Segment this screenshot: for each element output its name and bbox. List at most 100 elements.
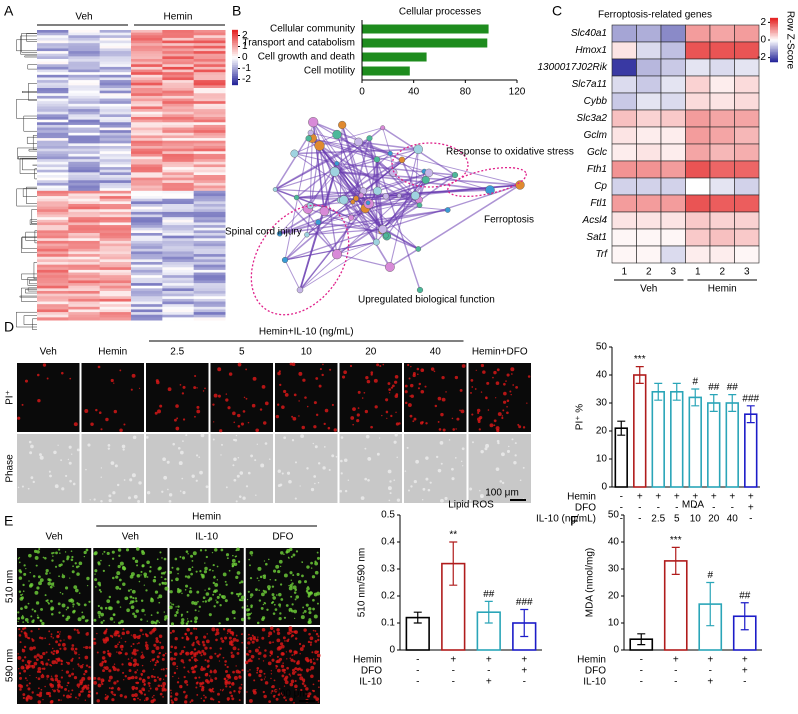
micrograph-speck <box>515 442 517 444</box>
micrograph-speck <box>507 450 510 453</box>
heatmap-cell <box>686 25 711 42</box>
micrograph-speck <box>284 617 286 619</box>
micrograph-speck <box>278 593 282 597</box>
micrograph-speck <box>248 660 250 662</box>
micrograph-speck <box>70 599 74 603</box>
micrograph-speck <box>217 693 220 696</box>
heatmap-cell <box>612 59 637 76</box>
micrograph-speck <box>185 575 187 577</box>
micrograph-speck <box>157 661 159 663</box>
micrograph-speck <box>154 622 157 625</box>
micrograph-speck <box>221 640 224 643</box>
heatmap-cell <box>612 229 637 246</box>
micrograph-speck <box>170 632 172 634</box>
micrograph-speck <box>191 643 194 646</box>
micrograph-speck <box>238 676 241 679</box>
micrograph-speck <box>150 566 152 568</box>
bar <box>671 392 683 487</box>
micrograph-speck <box>260 576 263 579</box>
micrograph-speck <box>210 678 211 679</box>
micrograph-speck <box>182 556 185 559</box>
micrograph-speck <box>71 644 74 647</box>
colorbar <box>232 30 238 32</box>
micrograph-speck <box>282 652 285 655</box>
heatmap-cell <box>686 76 711 93</box>
micrograph-speck <box>224 660 227 663</box>
micrograph-speck <box>111 687 114 690</box>
micrograph-speck <box>59 633 61 635</box>
micrograph-speck <box>25 380 28 383</box>
micrograph-speck <box>68 635 71 638</box>
micrograph-speck <box>50 700 53 703</box>
micrograph-speck <box>313 443 314 444</box>
micrograph-speck <box>250 604 253 607</box>
micrograph-speck <box>55 640 58 643</box>
micrograph-speck <box>227 666 229 668</box>
micrograph-speck <box>286 651 287 652</box>
micrograph-speck <box>249 699 253 703</box>
micrograph-speck <box>201 688 204 691</box>
heatmap-cell <box>661 161 686 178</box>
y-tick-label: 0.4 <box>381 537 395 548</box>
x-tick-label: 40 <box>408 87 420 98</box>
micrograph-speck <box>298 372 302 376</box>
heatmap-cell <box>735 42 760 59</box>
micrograph-speck <box>126 548 129 551</box>
micrograph-speck <box>206 633 208 635</box>
micrograph-speck <box>78 694 80 696</box>
micrograph-speck <box>477 412 479 414</box>
micrograph-speck <box>53 451 56 454</box>
micrograph-speck <box>38 700 42 704</box>
micrograph-speck <box>413 372 416 375</box>
micrograph-speck <box>431 367 434 370</box>
micrograph-speck <box>162 668 164 670</box>
micrograph-speck <box>37 615 38 616</box>
micrograph-speck <box>112 491 115 494</box>
micrograph-speck <box>182 440 184 442</box>
micrograph-speck <box>162 457 166 461</box>
micrograph-speck <box>116 571 120 575</box>
micrograph-speck <box>19 634 22 637</box>
micrograph-speck <box>186 628 190 632</box>
micrograph-speck <box>134 652 137 655</box>
network-node <box>383 233 388 238</box>
group-label: Veh <box>75 12 92 23</box>
micrograph-speck <box>117 643 119 645</box>
micrograph-speck <box>58 684 61 687</box>
micrograph-speck <box>307 660 309 662</box>
micrograph-speck <box>34 550 37 553</box>
micrograph-speck <box>36 658 39 661</box>
micrograph-speck <box>318 701 319 702</box>
micrograph-speck <box>238 690 241 693</box>
micrograph-speck <box>174 653 175 654</box>
dendrogram <box>25 56 37 57</box>
micrograph-speck <box>204 659 206 661</box>
micrograph-speck <box>62 615 64 617</box>
micrograph-speck <box>188 568 191 571</box>
heatmap-cell <box>735 246 760 263</box>
micrograph-speck <box>133 698 135 700</box>
micrograph-speck <box>186 550 189 553</box>
micrograph-speck <box>153 669 154 670</box>
micrograph-speck <box>332 404 334 406</box>
micrograph-speck <box>42 663 44 665</box>
micrograph-speck <box>156 379 159 382</box>
micrograph-speck <box>279 560 283 564</box>
network-node <box>417 203 422 208</box>
micrograph-speck <box>132 473 136 477</box>
row-label: Cp <box>594 181 607 192</box>
micrograph-speck <box>151 650 155 654</box>
micrograph-speck <box>290 659 293 662</box>
heatmap-cell <box>710 195 735 212</box>
dendrogram <box>33 135 37 149</box>
micrograph-speck <box>71 556 73 558</box>
micrograph-speck <box>258 590 259 591</box>
micrograph-speck <box>109 596 111 598</box>
micrograph-speck <box>304 580 307 583</box>
micrograph-speck <box>139 699 141 701</box>
micrograph-speck <box>68 459 69 460</box>
micrograph-speck <box>103 620 105 622</box>
heatmap-cell <box>710 25 735 42</box>
network-node <box>338 121 346 129</box>
micrograph-speck <box>367 380 371 384</box>
